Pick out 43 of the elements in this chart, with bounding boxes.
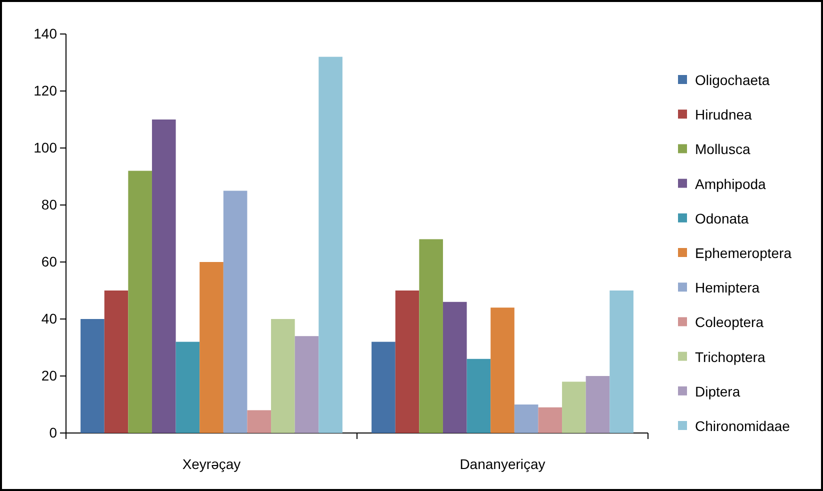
y-tick-label: 0 [49,424,58,440]
legend-label: Odonata [695,210,749,226]
bar [318,56,342,433]
legend-label: Hemiptera [695,280,760,296]
bar [466,358,491,433]
legend-label: Mollusca [695,141,750,158]
legend-label: Diptera [695,383,740,400]
legend-label: Trichoptera [695,348,766,365]
bar [514,404,538,433]
bar [442,302,467,433]
bar [372,342,396,433]
y-tick-label: 140 [34,25,58,42]
bar [395,290,420,433]
bar [200,262,224,433]
bar [610,290,634,433]
y-tick-label: 80 [41,196,58,212]
bar [247,410,272,433]
legend-label: Ephemeroptera [695,245,792,261]
y-tick-label: 100 [34,139,58,156]
bar [538,407,562,433]
legend-label: Oligochaeta [695,72,770,88]
bar [128,170,152,433]
bar [294,336,319,433]
bar [271,319,295,433]
x-tick-label: Xeyrəçay [182,456,241,472]
legend-label: Amphipoda [695,176,766,192]
legend-label: Chironomidaae [695,418,790,434]
bar [176,342,200,433]
y-tick-label: 60 [41,253,58,270]
y-tick-label: 20 [41,367,58,384]
bar [80,319,104,433]
bar [104,290,128,433]
bar [490,308,514,433]
bar [223,190,248,433]
y-tick-label: 40 [41,310,58,326]
legend-label: Hirudnea [695,106,752,123]
bar [419,239,443,433]
bar [586,376,610,433]
x-tick-label: Dananyeriçay [460,456,546,472]
y-tick-label: 120 [34,82,58,98]
legend-label: Coleoptera [695,314,764,330]
bar [562,382,586,433]
bar [152,120,176,433]
